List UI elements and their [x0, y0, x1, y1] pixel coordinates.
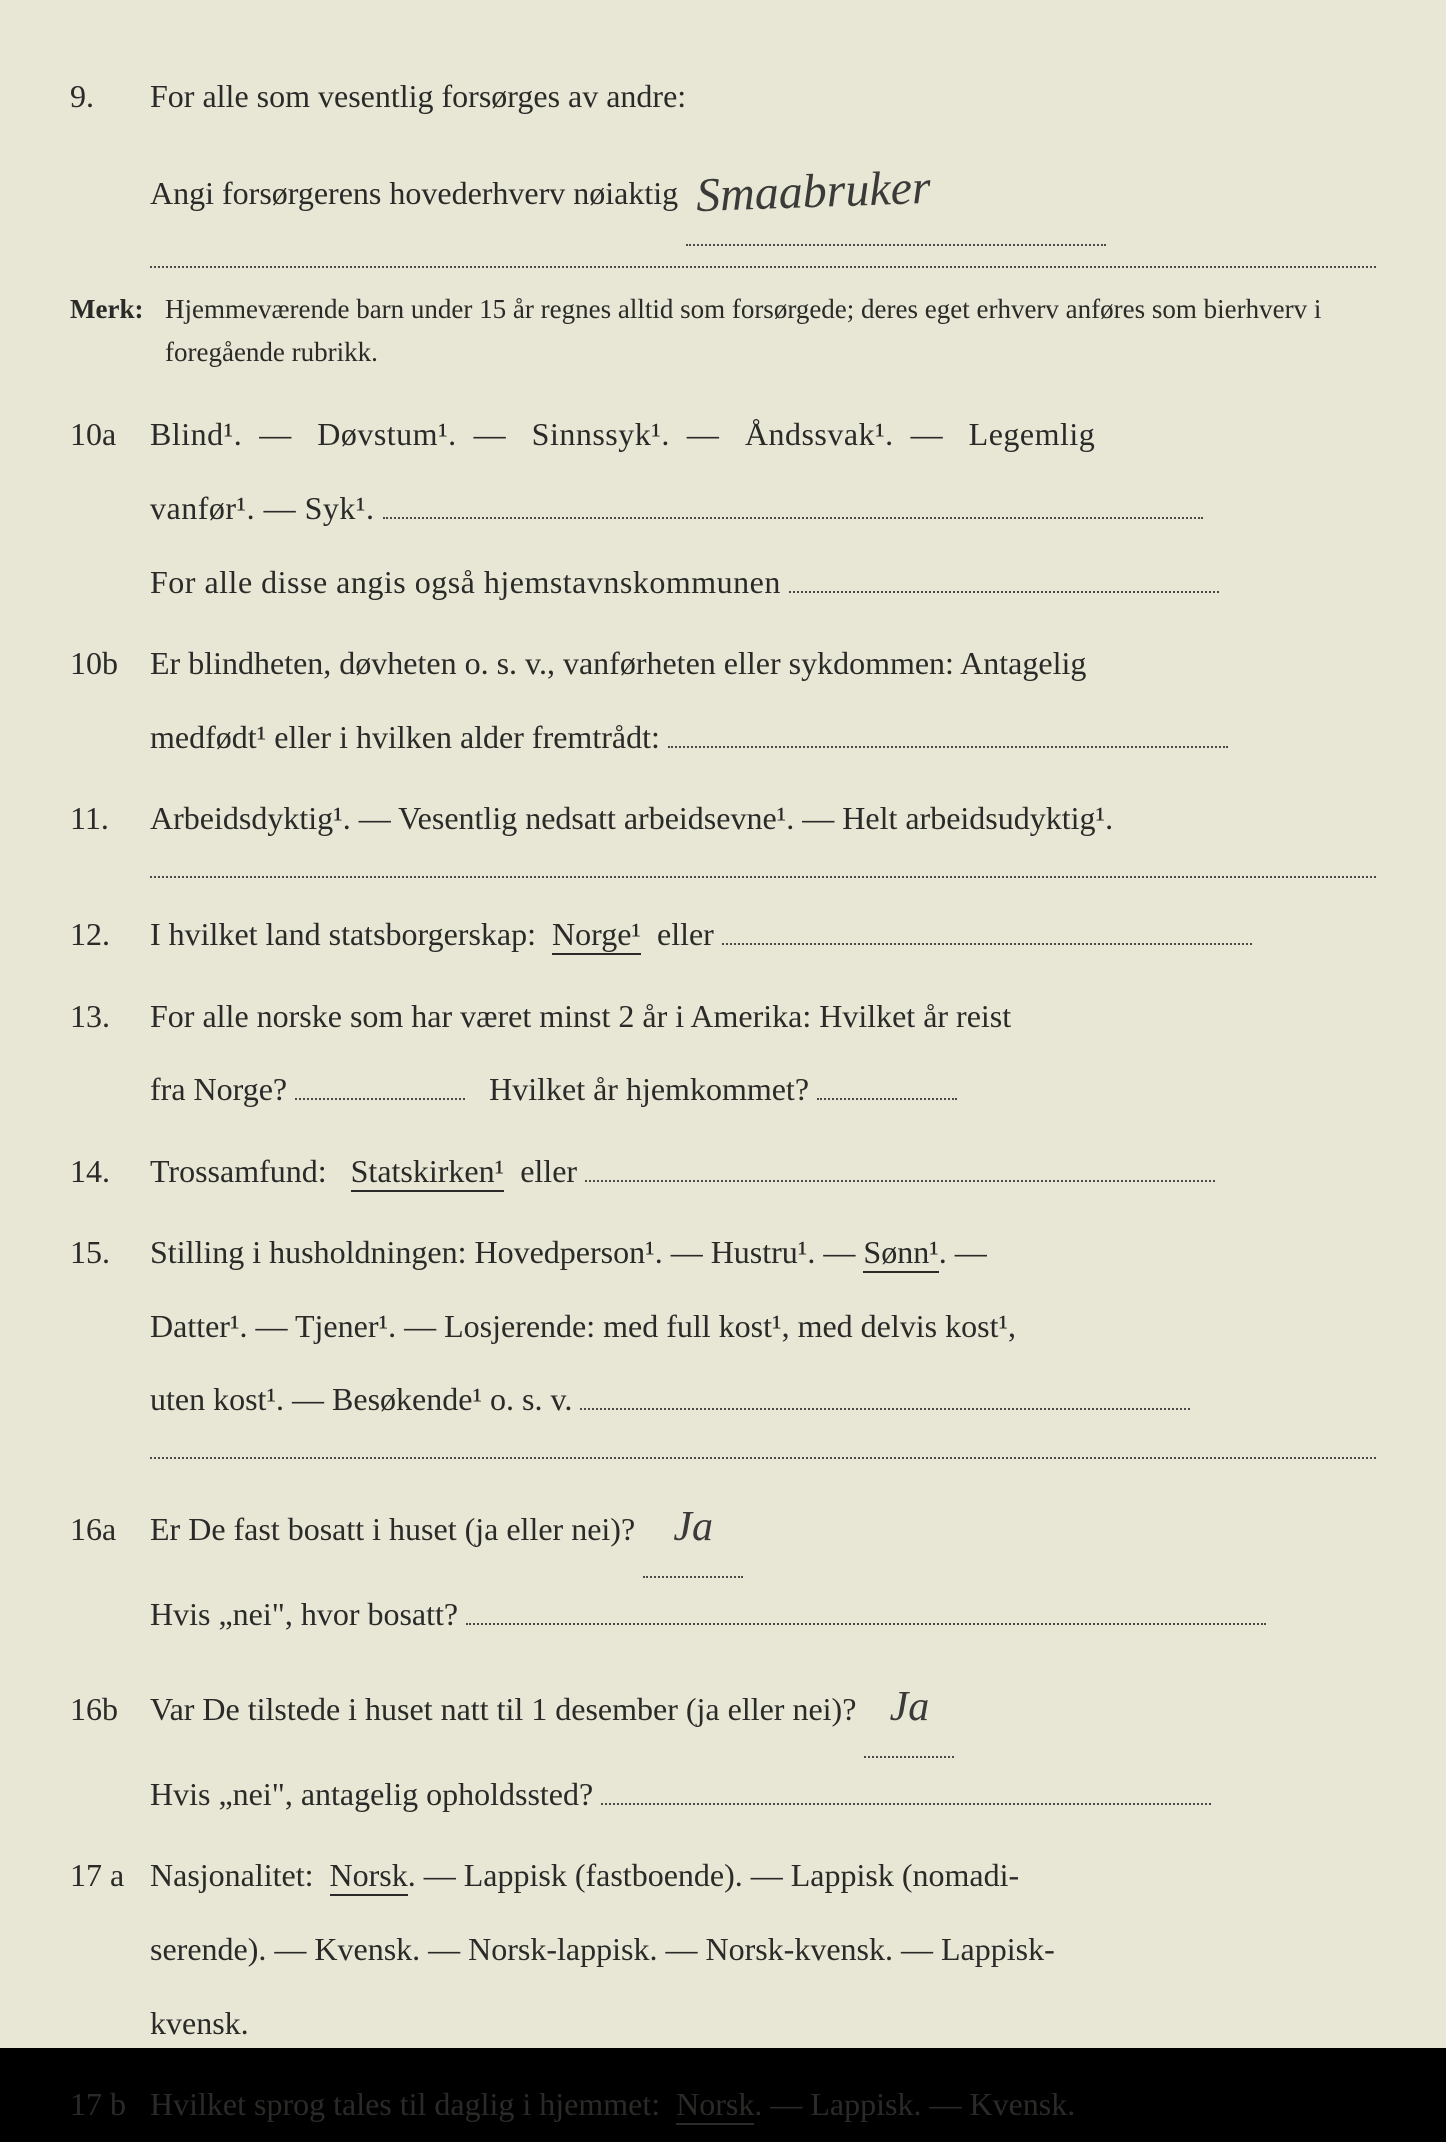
question-16b: 16b Var De tilstede i huset natt til 1 d… [70, 1659, 1376, 1831]
q16b-blank[interactable] [601, 1803, 1211, 1805]
q17b-rest: . — Lappisk. — Kvensk. [754, 2086, 1075, 2122]
q12-number: 12. [70, 904, 150, 965]
q13-line2b: Hvilket år hjemkommet? [489, 1071, 809, 1107]
q16b-line2: Hvis „nei", antagelig opholdssted? [150, 1776, 593, 1812]
q17a-rest1: . — Lappisk (fastboende). — Lappisk (nom… [408, 1857, 1019, 1893]
q9-number: 9. [70, 66, 150, 127]
q13-blank2[interactable] [817, 1098, 957, 1100]
divider [150, 1457, 1376, 1459]
q10a-line3: For alle disse angis også hjemstavnskomm… [150, 564, 781, 600]
q9-line1: For alle som vesentlig forsørges av andr… [150, 78, 686, 114]
divider [150, 876, 1376, 878]
question-17b: 17 b Hvilket sprog tales til daglig i hj… [70, 2068, 1376, 2142]
question-10b: 10b Er blindheten, døvheten o. s. v., va… [70, 627, 1376, 774]
q17a-prefix: Nasjonalitet: [150, 1857, 314, 1893]
q10a-line2: vanfør¹. — Syk¹. [150, 490, 375, 526]
q14-number: 14. [70, 1141, 150, 1202]
question-12: 12. I hvilket land statsborgerskap: Norg… [70, 898, 1376, 972]
q15-line1-end: . — [939, 1234, 987, 1270]
q10a-opt1: Blind¹. [150, 416, 242, 452]
q14-suffix: eller [520, 1153, 577, 1189]
q15-number: 15. [70, 1222, 150, 1283]
q17b-prefix: Hvilket sprog tales til daglig i hjemmet… [150, 2086, 660, 2122]
q14-blank[interactable] [585, 1180, 1215, 1182]
divider [150, 266, 1376, 268]
question-14: 14. Trossamfund: Statskirken¹ eller [70, 1135, 1376, 1209]
q17b-number: 17 b [70, 2074, 150, 2135]
q10a-number: 10a [70, 404, 150, 465]
q15-blank[interactable] [580, 1408, 1190, 1410]
q16b-content: Var De tilstede i huset natt til 1 desem… [150, 1659, 1376, 1831]
q10a-content: Blind¹. — Døvstum¹. — Sinnssyk¹. — Åndss… [150, 398, 1376, 619]
question-16a: 16a Er De fast bosatt i huset (ja eller … [70, 1479, 1376, 1651]
q9-answer-field[interactable]: Smaabruker [686, 134, 1106, 246]
q11-number: 11. [70, 788, 150, 849]
q13-blank1[interactable] [295, 1098, 465, 1100]
q14-content: Trossamfund: Statskirken¹ eller [150, 1135, 1376, 1209]
q16b-answer: Ja [890, 1659, 930, 1756]
q12-suffix: eller [657, 916, 714, 952]
q10a-opt2: Døvstum¹. [317, 416, 456, 452]
q16b-number: 16b [70, 1679, 150, 1740]
q10b-number: 10b [70, 633, 150, 694]
q10a-opt5: Legemlig [969, 416, 1096, 452]
q17a-content: Nasjonalitet: Norsk. — Lappisk (fastboen… [150, 1839, 1376, 2060]
q13-line2a: fra Norge? [150, 1071, 287, 1107]
q17a-line2: serende). — Kvensk. — Norsk-lappisk. — N… [150, 1931, 1055, 1967]
question-13: 13. For alle norske som har været minst … [70, 980, 1376, 1127]
q16a-blank[interactable] [466, 1623, 1266, 1625]
q16a-answer: Ja [673, 1479, 713, 1576]
q15-line1: Stilling i husholdningen: Hovedperson¹. … [150, 1234, 863, 1270]
q17b-content: Hvilket sprog tales til daglig i hjemmet… [150, 2068, 1376, 2142]
q16b-text: Var De tilstede i huset natt til 1 desem… [150, 1691, 856, 1727]
q11-text: Arbeidsdyktig¹. — Vesentlig nedsatt arbe… [150, 800, 1113, 836]
q16a-answer-field[interactable]: Ja [643, 1479, 743, 1578]
merk-label: Merk: [70, 288, 165, 374]
q9-content: For alle som vesentlig forsørges av andr… [150, 60, 1376, 246]
question-15: 15. Stilling i husholdningen: Hovedperso… [70, 1216, 1376, 1437]
q13-number: 13. [70, 986, 150, 1047]
q16b-answer-field[interactable]: Ja [864, 1659, 954, 1758]
q16a-text: Er De fast bosatt i huset (ja eller nei)… [150, 1511, 635, 1547]
q13-line1: For alle norske som har været minst 2 år… [150, 998, 1011, 1034]
q10b-line1: Er blindheten, døvheten o. s. v., vanfør… [150, 645, 1086, 681]
q10b-blank[interactable] [668, 746, 1228, 748]
q10a-blank2[interactable] [789, 591, 1219, 593]
q12-blank[interactable] [722, 943, 1252, 945]
census-form-page: 9. For alle som vesentlig forsørges av a… [0, 0, 1446, 2048]
q14-option: Statskirken¹ [351, 1153, 505, 1192]
q9-answer: Smaabruker [694, 133, 932, 252]
q17a-number: 17 a [70, 1845, 150, 1906]
q14-prefix: Trossamfund: [150, 1153, 327, 1189]
q17a-option: Norsk [330, 1857, 408, 1896]
q16a-number: 16a [70, 1499, 150, 1560]
q15-line3: uten kost¹. — Besøkende¹ o. s. v. [150, 1381, 572, 1417]
q15-content: Stilling i husholdningen: Hovedperson¹. … [150, 1216, 1376, 1437]
q12-option: Norge¹ [552, 916, 641, 955]
q11-content: Arbeidsdyktig¹. — Vesentlig nedsatt arbe… [150, 782, 1376, 856]
q10a-opt4: Åndssvak¹. [745, 416, 894, 452]
question-11: 11. Arbeidsdyktig¹. — Vesentlig nedsatt … [70, 782, 1376, 856]
q10b-content: Er blindheten, døvheten o. s. v., vanfør… [150, 627, 1376, 774]
q17a-line3: kvensk. [150, 2005, 249, 2041]
q12-content: I hvilket land statsborgerskap: Norge¹ e… [150, 898, 1376, 972]
q16a-line2: Hvis „nei", hvor bosatt? [150, 1596, 458, 1632]
q12-prefix: I hvilket land statsborgerskap: [150, 916, 536, 952]
q13-content: For alle norske som har været minst 2 år… [150, 980, 1376, 1127]
q15-sonn: Sønn¹ [863, 1234, 938, 1273]
question-10a: 10a Blind¹. — Døvstum¹. — Sinnssyk¹. — Å… [70, 398, 1376, 619]
q10a-opt3: Sinnssyk¹. [532, 416, 670, 452]
q9-line2: Angi forsørgerens hovederhverv nøiaktig [150, 175, 678, 211]
q10b-line2: medfødt¹ eller i hvilken alder fremtrådt… [150, 719, 660, 755]
note-merk: Merk: Hjemmeværende barn under 15 år reg… [70, 288, 1376, 374]
q16a-content: Er De fast bosatt i huset (ja eller nei)… [150, 1479, 1376, 1651]
merk-text: Hjemmeværende barn under 15 år regnes al… [165, 288, 1376, 374]
question-9: 9. For alle som vesentlig forsørges av a… [70, 60, 1376, 246]
q10a-blank1[interactable] [383, 517, 1203, 519]
q15-line2: Datter¹. — Tjener¹. — Losjerende: med fu… [150, 1308, 1016, 1344]
q17b-option: Norsk [676, 2086, 754, 2125]
question-17a: 17 a Nasjonalitet: Norsk. — Lappisk (fas… [70, 1839, 1376, 2060]
